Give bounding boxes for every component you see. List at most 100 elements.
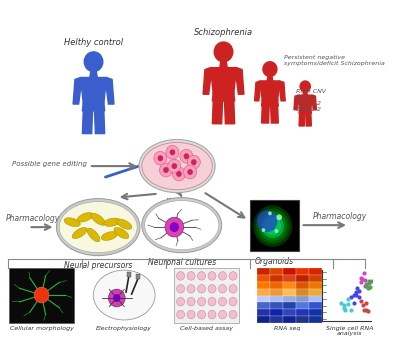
Polygon shape	[260, 81, 280, 101]
Bar	[270, 282, 283, 289]
Bar	[136, 274, 140, 279]
Bar	[270, 296, 283, 302]
Polygon shape	[82, 109, 93, 134]
Polygon shape	[298, 95, 312, 110]
Bar	[296, 282, 309, 289]
Polygon shape	[299, 113, 305, 126]
Circle shape	[300, 81, 310, 92]
Polygon shape	[236, 68, 244, 94]
Text: IPSCs: IPSCs	[166, 198, 189, 206]
Circle shape	[229, 297, 237, 306]
Text: Pharmacology: Pharmacology	[5, 214, 60, 223]
Ellipse shape	[101, 232, 118, 240]
Bar	[296, 275, 309, 282]
Polygon shape	[203, 68, 210, 94]
Circle shape	[208, 311, 216, 319]
Polygon shape	[299, 108, 311, 114]
Bar	[283, 296, 296, 302]
Circle shape	[187, 297, 195, 306]
Circle shape	[84, 52, 103, 72]
Bar	[296, 268, 309, 275]
Polygon shape	[90, 72, 97, 78]
Circle shape	[187, 284, 195, 293]
Text: Neuronal cultures: Neuronal cultures	[148, 258, 216, 267]
Polygon shape	[255, 81, 260, 101]
Polygon shape	[271, 104, 278, 123]
Circle shape	[268, 212, 272, 215]
Ellipse shape	[91, 213, 105, 225]
Circle shape	[184, 165, 196, 179]
Bar	[257, 275, 270, 282]
Text: Electrophysiology: Electrophysiology	[96, 325, 152, 331]
Circle shape	[263, 62, 277, 77]
Circle shape	[198, 311, 206, 319]
Text: Cellular morphology: Cellular morphology	[10, 325, 74, 331]
Bar	[9, 268, 74, 323]
Text: RNA seq: RNA seq	[274, 325, 301, 331]
Circle shape	[218, 311, 226, 319]
Bar	[283, 302, 296, 309]
Circle shape	[160, 163, 172, 177]
Polygon shape	[262, 99, 278, 106]
Circle shape	[229, 284, 237, 293]
Circle shape	[180, 149, 193, 163]
Bar	[296, 289, 309, 296]
Circle shape	[229, 311, 237, 319]
Ellipse shape	[72, 227, 87, 239]
Text: Persistent negative
symptoms/deficit Schizophrenia: Persistent negative symptoms/deficit Sch…	[284, 55, 385, 66]
Circle shape	[108, 289, 125, 307]
Circle shape	[198, 272, 206, 280]
Bar	[174, 268, 239, 323]
Circle shape	[113, 294, 120, 302]
Bar	[283, 316, 296, 323]
Bar	[283, 275, 296, 282]
Ellipse shape	[142, 198, 222, 253]
Bar	[283, 289, 296, 296]
Circle shape	[187, 169, 193, 175]
Bar	[296, 316, 309, 323]
Bar	[257, 268, 270, 275]
Text: Neural precursors: Neural precursors	[64, 261, 132, 270]
Bar	[270, 268, 283, 275]
Circle shape	[214, 42, 233, 62]
Bar	[257, 302, 270, 309]
Circle shape	[198, 297, 206, 306]
Circle shape	[187, 272, 195, 280]
Circle shape	[218, 284, 226, 293]
Circle shape	[191, 159, 196, 165]
Bar	[127, 273, 131, 277]
Circle shape	[264, 217, 281, 235]
Text: Schizophrenia: Schizophrenia	[194, 28, 253, 37]
Circle shape	[170, 149, 175, 155]
Circle shape	[172, 163, 177, 169]
Circle shape	[262, 214, 284, 238]
Ellipse shape	[64, 218, 80, 227]
Bar	[257, 309, 270, 316]
Bar	[257, 282, 270, 289]
Ellipse shape	[56, 199, 140, 256]
Text: Pharmacology: Pharmacology	[313, 212, 368, 221]
Circle shape	[168, 159, 181, 173]
Polygon shape	[94, 109, 105, 134]
Bar	[250, 200, 299, 251]
Polygon shape	[306, 113, 311, 126]
Bar	[309, 316, 322, 323]
Bar	[309, 282, 322, 289]
Circle shape	[34, 287, 49, 303]
Bar	[309, 309, 322, 316]
Bar	[309, 296, 322, 302]
Polygon shape	[224, 99, 235, 124]
Circle shape	[208, 284, 216, 293]
Ellipse shape	[77, 213, 93, 222]
Circle shape	[253, 205, 292, 247]
Polygon shape	[280, 81, 285, 101]
Ellipse shape	[144, 201, 219, 250]
Circle shape	[259, 212, 287, 241]
Bar	[296, 309, 309, 316]
Bar	[296, 302, 309, 309]
Polygon shape	[312, 95, 316, 110]
Text: Cell-based assay: Cell-based assay	[180, 325, 233, 331]
Bar	[270, 316, 283, 323]
Bar	[270, 309, 283, 316]
Bar	[309, 275, 322, 282]
